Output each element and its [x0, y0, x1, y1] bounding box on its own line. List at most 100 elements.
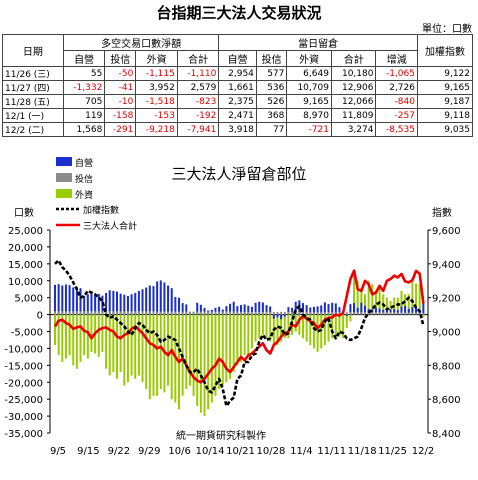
- row-date: 11/26 (三): [2, 66, 64, 81]
- bar: [145, 287, 148, 315]
- bar: [312, 312, 315, 315]
- column-header: 外資: [135, 50, 178, 67]
- bar: [170, 288, 173, 315]
- bar: [86, 314, 89, 359]
- bar: [123, 311, 126, 315]
- right-tick-label: 8,600: [432, 395, 461, 406]
- table-row: 11/28 (五) 705 -10 -1,518 -823 2,375 526 9,165 12…: [2, 94, 474, 109]
- table-cell: -721: [286, 122, 332, 137]
- table-row: 12/2 (二) 1,568 -291 -9,218 -7,941 3,918 77 -721…: [2, 122, 474, 137]
- bar: [123, 294, 126, 315]
- bar: [353, 303, 356, 315]
- bar: [229, 314, 232, 379]
- page-title: 台指期三大法人交易狀況: [156, 4, 322, 22]
- bar: [181, 311, 184, 315]
- bar: [105, 314, 108, 369]
- left-tick-label: -30,000: [4, 412, 43, 423]
- table-cell: 9,118: [416, 108, 474, 123]
- bar: [382, 312, 385, 315]
- bar: [64, 314, 67, 359]
- bar: [378, 308, 381, 315]
- bar: [323, 314, 326, 346]
- bar: [254, 314, 257, 342]
- bar: [291, 311, 294, 315]
- bar: [141, 314, 144, 383]
- bar: [404, 305, 407, 315]
- bar: [148, 311, 151, 315]
- bar: [152, 314, 155, 396]
- bar: [287, 314, 290, 339]
- bar: [312, 314, 315, 349]
- bar: [218, 311, 221, 315]
- bar: [188, 314, 191, 386]
- table-row: 12/1 (一) 119 -158 -153 -192 2,471 368 8,970 11,8…: [2, 108, 474, 123]
- bar: [214, 311, 217, 315]
- x-tick-label: 12/2: [412, 446, 434, 457]
- bar: [236, 314, 239, 366]
- bar: [101, 311, 104, 315]
- bar: [232, 314, 235, 373]
- bar: [422, 313, 425, 315]
- table-cell: 2,471: [218, 108, 257, 123]
- bar: [130, 314, 133, 376]
- table-cell: 3,274: [330, 122, 377, 137]
- table-cell: -41: [104, 80, 137, 95]
- bar: [218, 314, 221, 390]
- bar: [254, 311, 257, 315]
- table-cell: -1,115: [135, 66, 178, 81]
- table-row: 11/26 (三) 55 -50 -1,115 -1,110 2,954 577 6,649 1…: [2, 66, 474, 81]
- bar: [353, 270, 356, 315]
- legend-swatch: [56, 173, 72, 182]
- legend-swatch: [56, 157, 72, 166]
- bar: [90, 293, 93, 315]
- bar: [349, 304, 352, 315]
- bar: [393, 309, 396, 315]
- bar: [345, 312, 348, 315]
- column-header: 合計: [330, 50, 377, 67]
- bar: [280, 314, 283, 320]
- bar: [196, 314, 199, 406]
- column-header: 自營: [218, 50, 257, 67]
- bar: [94, 311, 97, 315]
- bar: [261, 302, 264, 315]
- bar: [192, 314, 195, 396]
- bar: [360, 287, 363, 315]
- index-header: 加權指數: [416, 34, 474, 67]
- bar: [404, 294, 407, 315]
- bar: [196, 302, 199, 315]
- bar: [116, 314, 119, 379]
- bar: [240, 311, 243, 315]
- legend-label: 自營: [75, 157, 93, 169]
- table-cell: -8,535: [375, 122, 418, 137]
- bar: [302, 314, 305, 339]
- bar: [400, 306, 403, 315]
- bar: [316, 314, 319, 352]
- bar: [305, 305, 308, 315]
- left-tick-label: 10,000: [8, 277, 43, 288]
- bar: [338, 314, 341, 337]
- bar: [225, 314, 228, 383]
- bar: [283, 311, 286, 315]
- bar: [422, 301, 425, 315]
- row-date: 11/28 (五): [2, 94, 64, 109]
- table-cell: 1,568: [62, 122, 106, 137]
- bar: [199, 311, 202, 315]
- bar: [338, 312, 341, 315]
- bar: [389, 309, 392, 315]
- bar: [364, 294, 367, 315]
- table-cell: 536: [255, 80, 288, 95]
- bar: [378, 287, 381, 315]
- index-line: [54, 259, 425, 408]
- bar: [305, 314, 308, 342]
- bar: [302, 311, 305, 315]
- bar: [312, 306, 315, 315]
- bar: [243, 314, 246, 356]
- bar: [236, 311, 239, 315]
- right-tick-label: 9,600: [432, 226, 461, 237]
- table-cell: -257: [375, 108, 418, 123]
- bar: [269, 314, 272, 342]
- bar: [79, 314, 82, 362]
- bar: [210, 311, 213, 315]
- bar: [97, 314, 100, 357]
